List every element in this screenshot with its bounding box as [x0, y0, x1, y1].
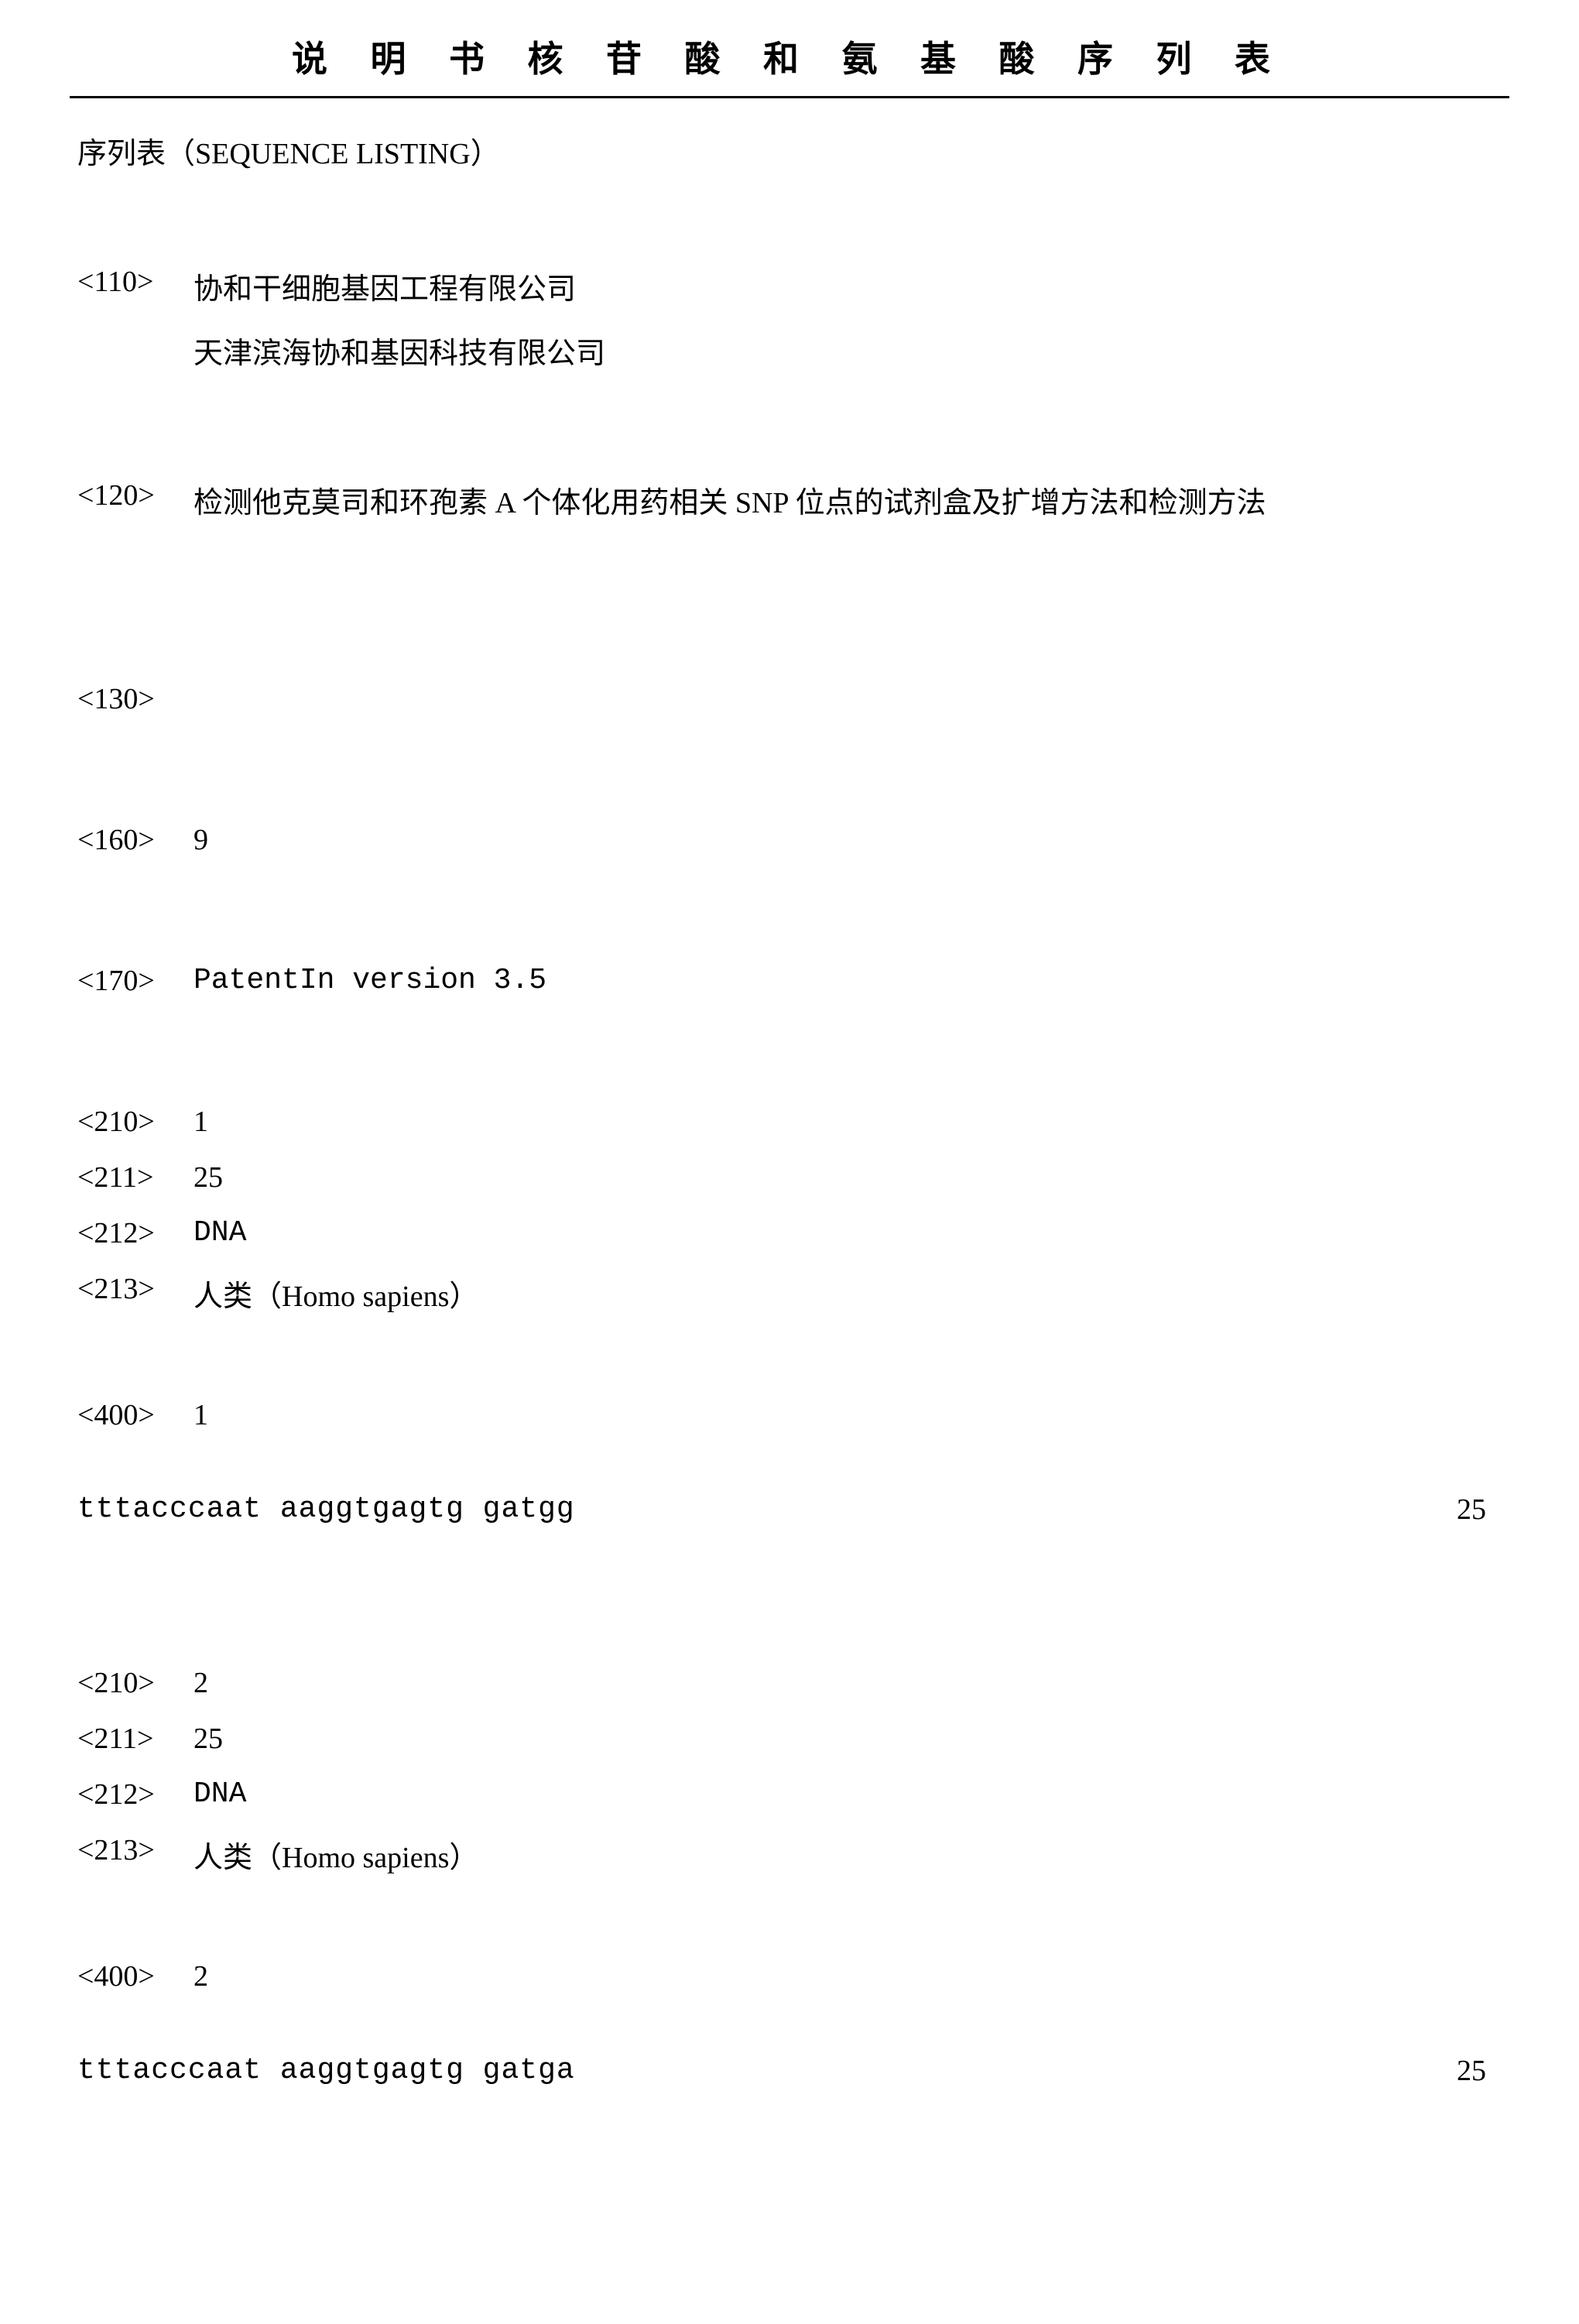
entry-tag-130: <130> [77, 682, 194, 716]
seq1-sequence-row: tttacccaat aaggtgagtg gatgg 25 [70, 1493, 1509, 1527]
seq1-tag-400: <400> [77, 1398, 194, 1432]
seq2-tag-213: <213> [77, 1833, 194, 1876]
seq2-tag-210: <210> [77, 1666, 194, 1700]
seq1-value-213: 人类（Homo sapiens） [194, 1272, 1509, 1315]
seq1-entry-213: <213> 人类（Homo sapiens） [70, 1272, 1509, 1315]
entry-tag-170: <170> [77, 964, 194, 998]
entry-160: <160> 9 [70, 823, 1509, 857]
seq1-value-210: 1 [194, 1105, 1509, 1139]
seq1-tag-210: <210> [77, 1105, 194, 1139]
seq2-sequence-row: tttacccaat aaggtgagtg gatga 25 [70, 2054, 1509, 2088]
seq2-value-210: 2 [194, 1666, 1509, 1700]
seq1-value-211: 25 [194, 1160, 1509, 1195]
entry-tag-120: <120> [77, 478, 194, 521]
entry-value-110-line2: 天津滨海协和基因科技有限公司 [194, 329, 1509, 372]
seq1-sequence-text: tttacccaat aaggtgagtg gatgg [77, 1493, 575, 1527]
seq1-value-212: DNA [194, 1216, 1509, 1250]
seq1-sequence-count: 25 [1457, 1493, 1486, 1527]
seq2-value-213: 人类（Homo sapiens） [194, 1833, 1509, 1876]
seq2-value-211: 25 [194, 1722, 1509, 1756]
seq2-tag-400: <400> [77, 1959, 194, 1993]
entry-tag-110: <110> [77, 265, 194, 307]
seq2-value-400: 2 [194, 1959, 1509, 1993]
entry-value-130 [194, 682, 1509, 716]
seq1-entry-212: <212> DNA [70, 1216, 1509, 1250]
seq1-tag-212: <212> [77, 1216, 194, 1250]
seq2-entry-212: <212> DNA [70, 1777, 1509, 1812]
entry-value-110-line1: 协和干细胞基因工程有限公司 [194, 265, 1509, 307]
entry-value-170: PatentIn version 3.5 [194, 964, 1509, 998]
seq2-entry-400: <400> 2 [70, 1959, 1509, 1993]
entry-value-120: 检测他克莫司和环孢素 A 个体化用药相关 SNP 位点的试剂盒及扩增方法和检测方… [194, 478, 1509, 521]
entry-tag-160: <160> [77, 823, 194, 857]
entry-110-line2: 天津滨海协和基因科技有限公司 [70, 329, 1509, 372]
seq2-entry-210: <210> 2 [70, 1666, 1509, 1700]
sequence-listing-subtitle: 序列表（SEQUENCE LISTING） [70, 129, 1509, 172]
entry-120: <120> 检测他克莫司和环孢素 A 个体化用药相关 SNP 位点的试剂盒及扩增… [70, 478, 1509, 521]
seq1-entry-400: <400> 1 [70, 1398, 1509, 1432]
page-title: 说 明 书 核 苷 酸 和 氨 基 酸 序 列 表 [70, 31, 1509, 98]
seq1-entry-210: <210> 1 [70, 1105, 1509, 1139]
entry-tag-blank [77, 329, 194, 372]
seq2-tag-211: <211> [77, 1722, 194, 1756]
entry-170: <170> PatentIn version 3.5 [70, 964, 1509, 998]
seq2-value-212: DNA [194, 1777, 1509, 1812]
seq1-entry-211: <211> 25 [70, 1160, 1509, 1195]
seq2-entry-213: <213> 人类（Homo sapiens） [70, 1833, 1509, 1876]
seq1-value-400: 1 [194, 1398, 1509, 1432]
seq1-tag-211: <211> [77, 1160, 194, 1195]
seq2-entry-211: <211> 25 [70, 1722, 1509, 1756]
seq2-tag-212: <212> [77, 1777, 194, 1812]
entry-value-160: 9 [194, 823, 1509, 857]
entry-130: <130> [70, 682, 1509, 716]
seq2-sequence-text: tttacccaat aaggtgagtg gatga [77, 2054, 575, 2088]
seq1-tag-213: <213> [77, 1272, 194, 1315]
entry-110: <110> 协和干细胞基因工程有限公司 [70, 265, 1509, 307]
seq2-sequence-count: 25 [1457, 2054, 1486, 2088]
